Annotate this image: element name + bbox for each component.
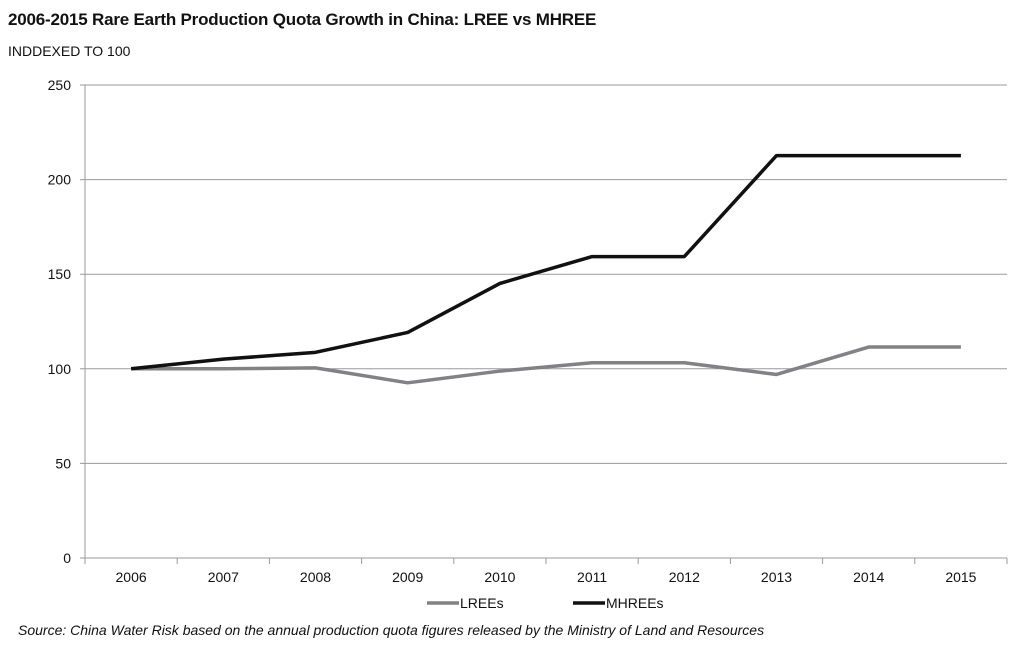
x-tick-label: 2006 <box>116 569 147 585</box>
y-tick-label: 150 <box>48 266 72 282</box>
y-tick-label: 100 <box>48 361 72 377</box>
y-tick-label: 50 <box>55 455 71 471</box>
chart-title: 2006-2015 Rare Earth Production Quota Gr… <box>8 10 597 29</box>
x-tick-label: 2014 <box>853 569 884 585</box>
x-tick-label: 2010 <box>484 569 515 585</box>
series-line-mhrees <box>130 153 961 371</box>
x-tick-label: 2015 <box>945 569 976 585</box>
series-line-lrees <box>131 345 961 385</box>
legend-label: MHREEs <box>606 595 664 611</box>
y-tick-label: 0 <box>63 550 71 566</box>
y-tick-label: 250 <box>48 77 72 93</box>
x-tick-label: 2013 <box>761 569 792 585</box>
legend-label: LREEs <box>460 595 504 611</box>
x-tick-label: 2009 <box>392 569 423 585</box>
chart-subtitle: INDDEXED TO 100 <box>8 43 131 59</box>
x-tick-label: 2012 <box>669 569 700 585</box>
y-tick-label: 200 <box>48 172 72 188</box>
x-tick-label: 2008 <box>300 569 331 585</box>
x-tick-label: 2011 <box>577 569 607 585</box>
x-tick-label: 2007 <box>208 569 239 585</box>
source-note: Source: China Water Risk based on the an… <box>18 622 765 638</box>
